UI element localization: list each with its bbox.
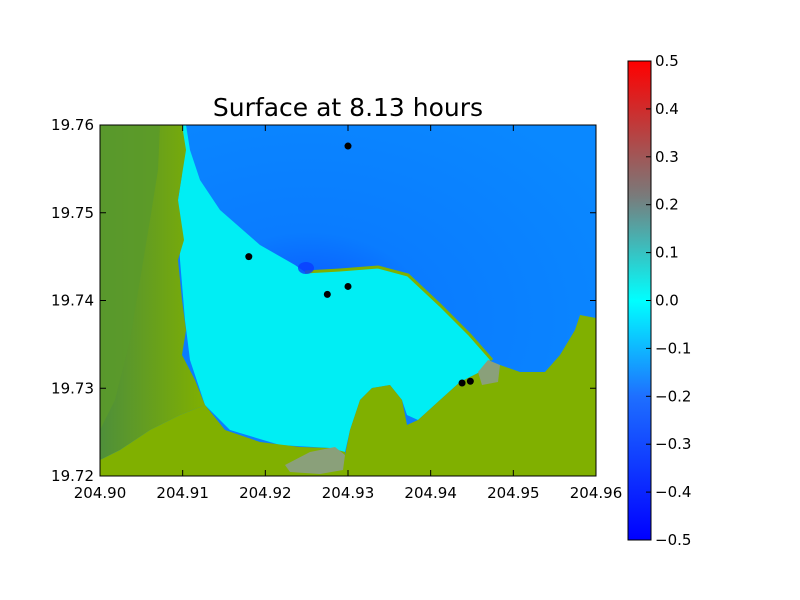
x-tick-label: 204.94 [404,484,457,502]
x-tick-label: 204.96 [570,484,623,502]
x-tick-label: 204.90 [74,484,127,502]
gauge-point [458,379,466,387]
colorbar-tick-label: −0.5 [655,531,691,549]
shallow-water-region [178,125,490,452]
plot-area [100,125,596,476]
x-tick-label: 204.92 [239,484,292,502]
depression-spot [298,262,314,274]
y-tick-label: 19.73 [51,379,94,397]
shoreline-spit [304,265,494,361]
gauge-point [466,377,474,385]
gauge-markers [245,142,474,387]
x-axis: 204.90 204.91 204.92 204.93 204.94 204.95 204.… [74,125,623,502]
colorbar-tick-label: 0.1 [655,244,679,262]
land-left-highland [100,125,160,430]
y-tick-label: 19.74 [51,292,94,310]
tidal-flat-east [478,360,500,385]
colorbar-tick-label: 0.3 [655,148,679,166]
y-tick-label: 19.76 [51,116,94,134]
x-tick-label: 204.93 [322,484,375,502]
colorbar-ticks: 0.5 0.4 0.3 0.2 0.1 0.0 −0.1 −0.2 −0.3 −0.4 −0.5 [646,52,691,549]
gauge-point [323,290,331,298]
colorbar: 0.5 0.4 0.3 0.2 0.1 0.0 −0.1 −0.2 −0.3 −0.4 −0.5 [627,52,691,549]
x-tick-label: 204.91 [156,484,209,502]
colorbar-tick-label: −0.4 [655,483,691,501]
colorbar-tick-label: 0.4 [655,100,679,118]
colorbar-tick-label: 0.5 [655,52,679,70]
y-tick-label: 19.75 [51,204,94,222]
y-axis: 19.72 19.73 19.74 19.75 19.76 [51,116,596,485]
gauge-point [344,142,352,150]
land-peninsula [345,315,596,476]
colorbar-tick-label: −0.1 [655,339,691,357]
chart-title: Surface at 8.13 hours [213,93,483,122]
colorbar-tick-label: 0.0 [655,292,679,310]
gauge-point [344,282,352,290]
tidal-flat [285,447,345,474]
colorbar-tick-label: 0.2 [655,196,679,214]
x-tick-label: 204.95 [487,484,540,502]
colorbar-tick-label: −0.3 [655,435,691,453]
y-tick-label: 19.72 [51,467,94,485]
gauge-point [245,253,253,261]
colorbar-tick-label: −0.2 [655,387,691,405]
land-bottom-left [100,405,345,476]
